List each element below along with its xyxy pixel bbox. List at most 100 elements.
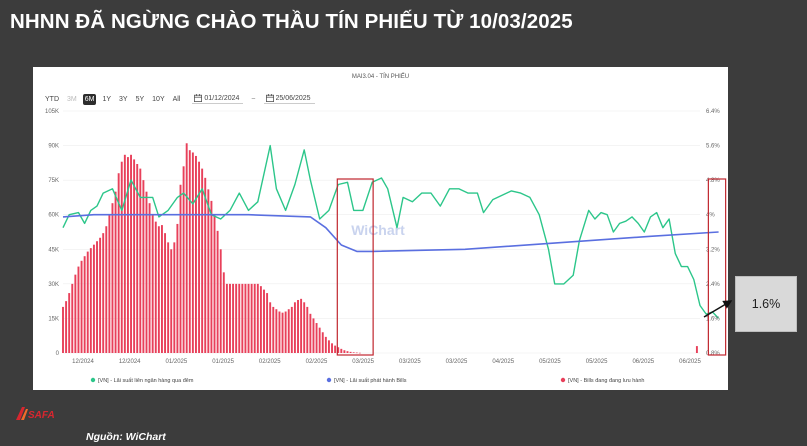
x-axis-tick: 03/2025	[399, 359, 421, 365]
bills-bars	[62, 143, 698, 354]
bills-bar	[278, 311, 281, 353]
bills-bar	[173, 242, 176, 353]
range-button-ytd[interactable]: YTD	[45, 95, 59, 103]
bills-bar	[120, 161, 123, 353]
rate-lines	[62, 144, 720, 319]
bills-bar	[74, 274, 77, 353]
bills-bar	[154, 221, 157, 353]
bills-bar	[182, 166, 185, 353]
bills-bar	[309, 313, 312, 353]
x-axis-tick: 06/2025	[632, 359, 654, 365]
range-button-all[interactable]: All	[172, 95, 181, 103]
axis-labels: 0 15K 30K 45K 60K 75K 90K 105K 0.8% 1.6% 2.4% 3.2% 4…	[45, 109, 720, 365]
bills-bar	[108, 214, 111, 353]
bills-bar	[266, 293, 269, 353]
bills-bar	[358, 352, 361, 354]
bills-bar	[136, 164, 139, 353]
bills-bar	[83, 256, 86, 353]
bills-bar	[259, 286, 262, 353]
bills-bar	[275, 309, 278, 353]
arrow-line	[703, 300, 733, 318]
right-axis-tick: 0.8%	[706, 351, 720, 357]
bills-bar	[86, 251, 89, 353]
range-button-6m[interactable]: 6M	[82, 93, 97, 105]
bills-bar	[167, 242, 170, 353]
bills-bar	[157, 226, 160, 353]
bills-bar	[151, 214, 154, 353]
left-axis-tick: 60K	[48, 213, 59, 219]
legend-interbank-label: [VN] - Lãi suất liên ngân hàng qua đêm	[98, 378, 194, 384]
range-button-10y[interactable]: 10Y	[152, 95, 165, 103]
legend-issuance-marker	[326, 377, 332, 383]
left-axis-tick: 15K	[48, 316, 59, 322]
x-axis-tick: 02/2025	[259, 359, 281, 365]
bills-bar	[247, 283, 250, 353]
bills-bar	[334, 345, 337, 353]
right-axis-tick: 2.4%	[706, 282, 720, 288]
right-axis-tick: 3.2%	[706, 247, 720, 253]
bills-bar	[253, 283, 256, 353]
date-from-input[interactable]	[204, 94, 241, 102]
range-button-5y[interactable]: 5Y	[135, 95, 145, 103]
x-axis-tick: 05/2025	[586, 359, 608, 365]
bills-bar	[99, 237, 102, 353]
legend-interbank-marker	[90, 377, 96, 383]
bills-bar	[343, 350, 346, 353]
bills-bar	[188, 150, 191, 353]
bills-bar	[80, 260, 83, 353]
bills-bar	[71, 283, 74, 353]
bills-bar	[179, 184, 182, 353]
bills-bar	[229, 283, 231, 353]
bills-bar	[284, 311, 287, 353]
bills-bar	[297, 299, 299, 353]
x-axis-tick: 12/2024	[72, 359, 94, 365]
bills-bar	[355, 352, 358, 354]
bills-bar	[62, 306, 64, 353]
bills-bar	[96, 241, 98, 353]
safa-logo: SAFA	[16, 407, 55, 421]
range-button-3m[interactable]: 3M	[67, 95, 77, 103]
grid-lines	[63, 110, 700, 354]
bills-bar	[300, 298, 303, 353]
bills-bar	[65, 301, 68, 353]
bills-bar	[312, 318, 315, 353]
bills-bar	[293, 302, 296, 353]
slide-title: NHNN ĐÃ NGỪNG CHÀO THẦU TÍN PHIẾU TỪ 10/…	[10, 10, 573, 33]
date-to-picker[interactable]	[263, 94, 315, 104]
left-axis-tick: 105K	[45, 109, 59, 115]
range-button-3y[interactable]: 3Y	[119, 95, 128, 103]
bills-bar	[198, 161, 201, 353]
bills-bar	[160, 225, 163, 353]
x-axis-tick: 05/2025	[539, 359, 561, 365]
interbank-rate-line	[62, 144, 720, 319]
bills-bar	[114, 191, 117, 353]
bills-bar	[210, 200, 213, 353]
logo-text: SAFA	[28, 410, 55, 421]
bills-bar	[130, 154, 132, 353]
date-to-input[interactable]	[275, 94, 312, 102]
bills-bar	[695, 346, 698, 353]
left-axis-tick: 45K	[48, 247, 59, 253]
bills-bar	[238, 283, 241, 353]
bills-bar	[92, 244, 95, 353]
issuance-rate-line	[62, 213, 719, 253]
bills-bar	[213, 214, 216, 353]
bills-bar	[303, 302, 306, 353]
bills-bar	[290, 306, 293, 353]
bills-bar	[191, 152, 194, 353]
bills-bar	[201, 168, 204, 353]
bills-bar	[331, 343, 333, 353]
bills-bar	[324, 336, 327, 353]
bills-bar	[263, 289, 265, 353]
bills-bar	[232, 283, 235, 353]
legend-bills-label: [VN] - Bills đang đang lưu hành	[568, 378, 644, 384]
x-axis-tick: 03/2025	[446, 359, 468, 365]
bills-bar	[337, 347, 340, 353]
highlight-boxes	[336, 178, 727, 356]
bills-bar	[105, 226, 108, 353]
left-axis-tick: 90K	[48, 144, 59, 150]
date-from-picker[interactable]	[192, 94, 244, 104]
range-button-1y[interactable]: 1Y	[102, 95, 112, 103]
bills-bar	[148, 203, 151, 353]
bills-bar	[77, 266, 80, 353]
